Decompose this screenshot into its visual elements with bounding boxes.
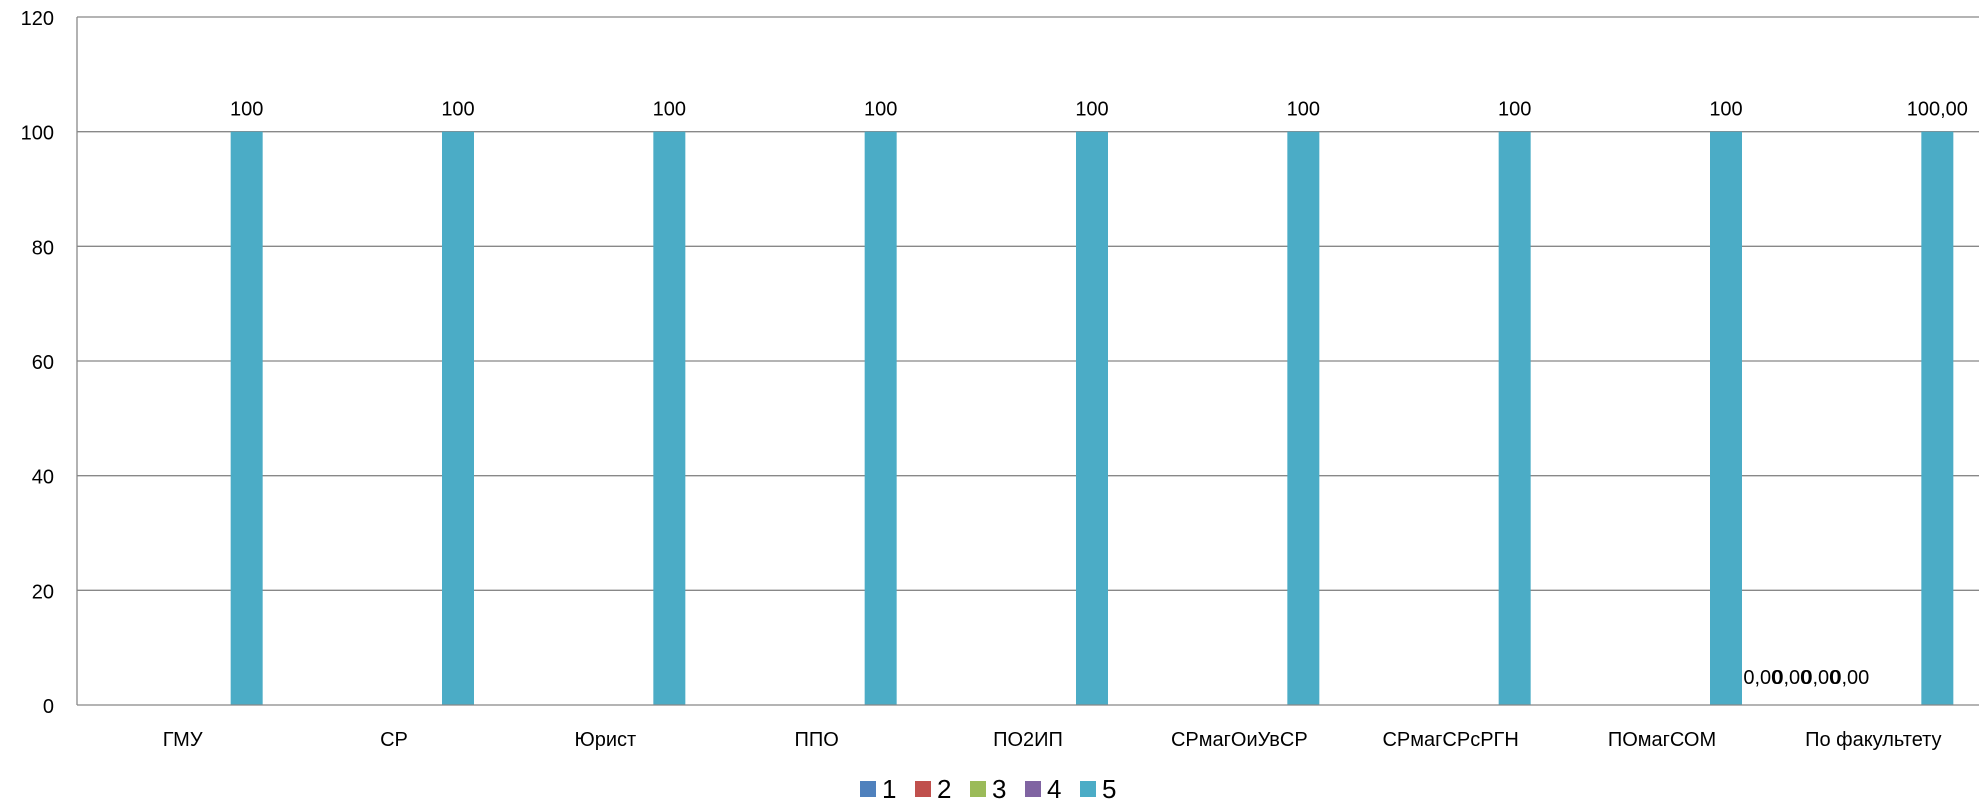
zero-data-label: 0,00 <box>1743 667 1782 689</box>
bar-series-5-1 <box>442 131 474 705</box>
legend-swatch-2 <box>915 781 931 797</box>
x-category-label: По факультету <box>1805 729 1941 751</box>
bar-series-5-3 <box>864 131 897 705</box>
data-label: 100 <box>653 99 686 121</box>
bar-series-5-6 <box>1498 131 1531 705</box>
x-category-label: ПОмагСОМ <box>1608 729 1716 751</box>
x-category-label: СР <box>380 729 408 751</box>
x-category-label: Юрист <box>574 729 636 751</box>
x-category-label: СРмагОиУвСР <box>1171 729 1308 751</box>
bar-series-5-2 <box>653 131 686 705</box>
legend-swatch-4 <box>1025 781 1041 797</box>
legend: 1 2 3 4 5 <box>860 774 1116 804</box>
x-category-label: ППО <box>795 729 839 751</box>
data-label: 100 <box>441 99 474 121</box>
x-category-label: СРмагСРсРГН <box>1382 729 1518 751</box>
y-tick-label: 80 <box>32 237 54 259</box>
x-category-label: ГМУ <box>163 729 203 751</box>
legend-label-2: 2 <box>937 774 951 804</box>
legend-label-5: 5 <box>1102 774 1116 804</box>
bar-series-5-7 <box>1710 131 1742 705</box>
legend-label-3: 3 <box>992 774 1006 804</box>
data-label: 100 <box>1287 99 1320 121</box>
y-axis-tick-labels: 0 20 40 60 80 100 120 <box>21 8 54 718</box>
zero-data-label: 0,00 <box>1801 667 1840 689</box>
legend-swatch-5 <box>1080 781 1096 797</box>
y-tick-label: 100 <box>21 123 54 145</box>
zero-data-label: 0,00 <box>1772 667 1811 689</box>
axes <box>76 17 1979 706</box>
gridlines <box>77 16 1979 591</box>
bar-series-5-0 <box>230 131 263 705</box>
legend-swatch-1 <box>860 781 876 797</box>
x-category-label: ПО2ИП <box>993 729 1063 751</box>
x-axis-category-labels: ГМУ СР Юрист ППО ПО2ИП СРмагОиУвСР СРмагСРсРГН… <box>163 729 1942 751</box>
bars <box>230 131 1954 705</box>
data-label: 100 <box>1075 99 1108 121</box>
bar-series-5-5 <box>1287 131 1320 705</box>
data-label: 100 <box>230 99 263 121</box>
legend-label-1: 1 <box>882 774 896 804</box>
y-tick-label: 120 <box>21 8 54 30</box>
data-label: 100,00 <box>1907 99 1968 121</box>
y-tick-label: 0 <box>43 696 54 718</box>
y-tick-label: 60 <box>32 352 54 374</box>
data-label: 100 <box>864 99 897 121</box>
bar-series-5-4 <box>1076 131 1108 705</box>
data-labels: 100 100 100 100 100 100 100 100 100,000,000,000,… <box>230 99 1968 689</box>
data-label: 100 <box>1498 99 1531 121</box>
y-tick-label: 40 <box>32 467 54 489</box>
zero-data-label: 0,00 <box>1830 667 1869 689</box>
legend-swatch-3 <box>970 781 986 797</box>
data-label: 100 <box>1709 99 1742 121</box>
legend-label-4: 4 <box>1047 774 1061 804</box>
y-tick-label: 20 <box>32 581 54 603</box>
bar-series-5-8 <box>1921 131 1954 705</box>
